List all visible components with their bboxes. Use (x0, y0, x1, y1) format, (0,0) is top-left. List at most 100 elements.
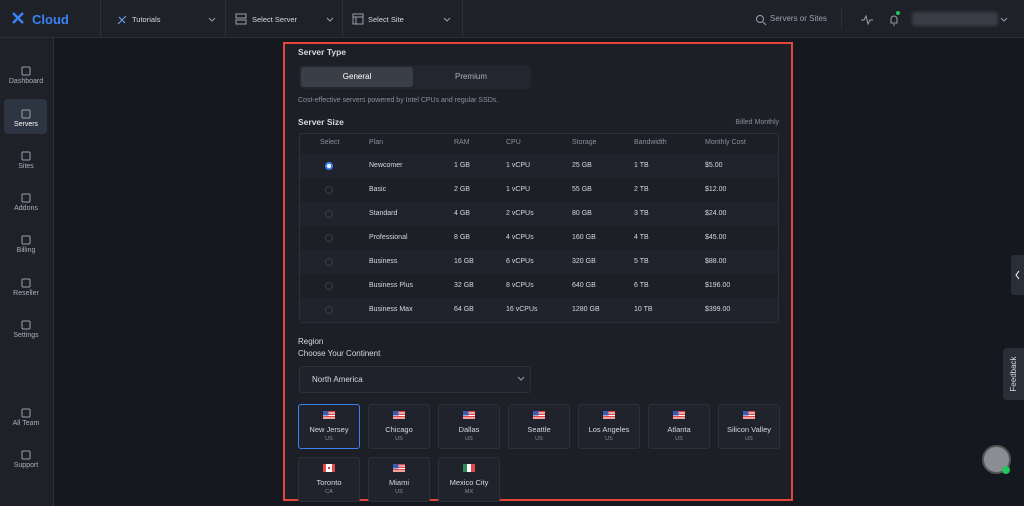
divider (100, 0, 101, 38)
sidebar-icon-svg (21, 193, 31, 203)
select-server[interactable]: Select Server (252, 15, 298, 24)
divider (462, 0, 463, 38)
location-name: Dallas (458, 425, 480, 434)
table-cell: 4 vCPUs (506, 234, 534, 241)
flag-svg (323, 464, 335, 472)
notification-dot (896, 11, 900, 15)
sidebar-item[interactable]: Addons (14, 205, 38, 212)
table-cell: Business (369, 258, 398, 265)
continent-select[interactable] (299, 366, 531, 393)
sidebar-icon (20, 108, 32, 120)
table-cell: 1 vCPU (506, 162, 531, 169)
table-cell: 2 vCPUs (506, 210, 534, 217)
table-cell: 160 GB (572, 234, 596, 241)
flag (533, 411, 545, 419)
table-header: Storage (572, 139, 597, 146)
radio[interactable] (325, 162, 333, 170)
table-cell: 4 TB (634, 234, 649, 241)
collapse-button[interactable] (1011, 255, 1024, 295)
tutorials-icon (116, 14, 128, 26)
location-name: Chicago (385, 425, 413, 434)
location-name: New Jersey (309, 425, 349, 434)
feedback-tab[interactable] (1003, 348, 1024, 400)
server-icon-svg (235, 13, 247, 25)
table-cell: 1 TB (634, 162, 649, 169)
continent-value[interactable]: North America (312, 375, 363, 384)
table-row[interactable] (300, 298, 778, 322)
sidebar-item[interactable]: Settings (13, 332, 39, 339)
location-card[interactable] (298, 457, 360, 502)
table-cell: 80 GB (572, 210, 592, 217)
search-icon-svg (756, 15, 767, 26)
chevron-svg (1000, 17, 1008, 22)
sidebar-icon (20, 192, 32, 204)
tab[interactable]: General (301, 67, 413, 87)
location-country: MX (464, 489, 474, 495)
sidebar-item[interactable]: Servers (13, 121, 39, 128)
location-name: Miami (389, 478, 409, 487)
search-box[interactable] (748, 8, 842, 30)
sidebar-item[interactable]: Dashboard (8, 78, 44, 85)
radio[interactable] (325, 234, 333, 242)
radio[interactable] (325, 258, 333, 266)
location-name: Atlanta (667, 425, 691, 434)
radio[interactable] (325, 210, 333, 218)
tab[interactable]: Premium (454, 72, 487, 81)
table-cell: 2 GB (454, 186, 470, 193)
table-row[interactable] (300, 250, 778, 274)
tutorials-dropdown[interactable]: Tutorials (132, 15, 161, 24)
radio[interactable] (325, 282, 333, 290)
search-placeholder[interactable]: Servers or Sites (770, 14, 827, 23)
table-cell: 640 GB (572, 282, 596, 289)
flag-svg (393, 464, 405, 472)
sidebar-icon-svg (21, 151, 31, 161)
table-cell: 16 GB (454, 258, 474, 265)
table-cell: 16 vCPUs (506, 306, 538, 313)
chevron[interactable] (515, 373, 527, 385)
select-site[interactable]: Select Site (368, 15, 404, 24)
chevron-svg (326, 17, 334, 22)
sidebar-item[interactable]: All Team (12, 420, 40, 427)
sidebar-item[interactable]: Sites (18, 163, 34, 170)
radio[interactable] (325, 186, 333, 194)
sidebar-item[interactable]: Billing (16, 247, 36, 254)
location-name: Silicon Valley (726, 425, 772, 434)
flag-svg (463, 411, 475, 419)
radio[interactable] (325, 306, 333, 314)
table-row[interactable] (300, 202, 778, 226)
sidebar-icon-svg (21, 66, 31, 76)
feedback-label[interactable]: Feedback (1009, 356, 1018, 392)
table-cell: 8 vCPUs (506, 282, 534, 289)
chevron-left[interactable] (1012, 269, 1024, 281)
location-name: Toronto (316, 478, 342, 487)
location-name: Seattle (527, 425, 551, 434)
flag (393, 464, 405, 472)
table-header: CPU (506, 139, 521, 146)
logo-icon-svg (12, 12, 24, 24)
sidebar-item[interactable]: Support (13, 462, 39, 469)
user-menu[interactable] (912, 12, 998, 26)
notification-icon[interactable] (888, 14, 900, 26)
table-cell: 2 TB (634, 186, 649, 193)
table-cell: 320 GB (572, 258, 596, 265)
sidebar-icon-svg (21, 320, 31, 330)
chevron[interactable] (998, 14, 1010, 26)
location-name: Mexico City (449, 478, 489, 487)
table-cell: Standard (369, 210, 398, 217)
flag-svg (743, 411, 755, 419)
table-cell: $88.00 (705, 258, 727, 265)
flag (743, 411, 755, 419)
activity-icon[interactable] (861, 14, 873, 26)
location-name: Los Angeles (588, 425, 630, 434)
location-card[interactable] (508, 404, 570, 449)
search-icon (755, 14, 767, 26)
table-cell: 64 GB (454, 306, 474, 313)
region-title: Region (298, 337, 324, 346)
table-cell: Professional (369, 234, 408, 241)
flag (393, 411, 405, 419)
flag-svg (323, 411, 335, 419)
sidebar-icon (20, 65, 32, 77)
table-row[interactable] (300, 154, 778, 178)
sidebar-item[interactable]: Reseller (13, 290, 39, 297)
sidebar-icon (20, 319, 32, 331)
